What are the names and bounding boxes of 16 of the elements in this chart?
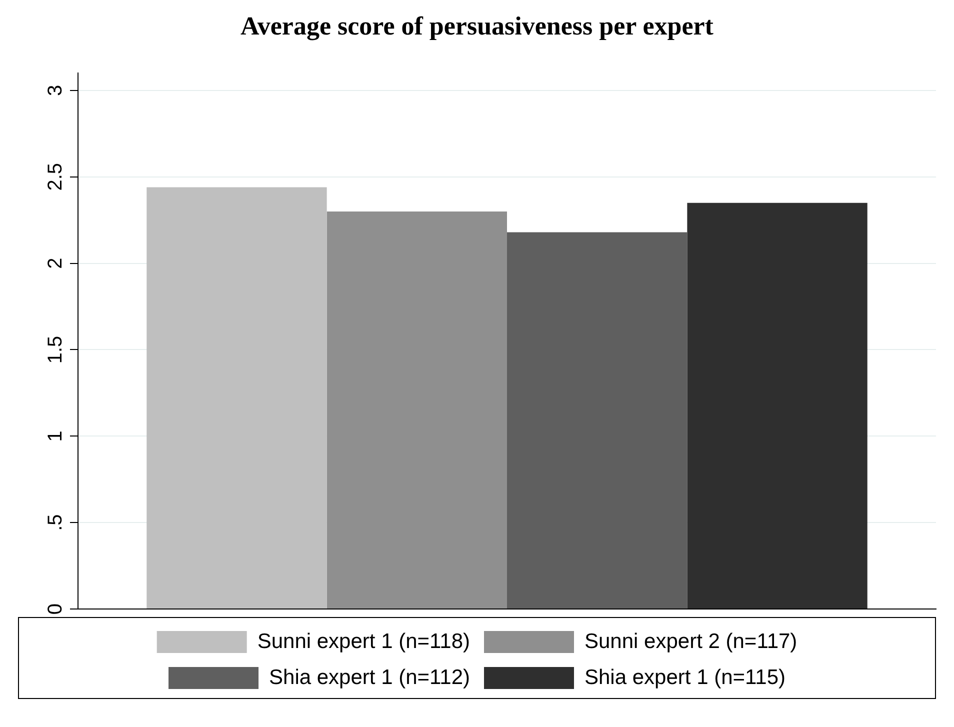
bar	[507, 232, 688, 608]
y-tick-label: 0	[44, 603, 67, 615]
legend-label: Sunni expert 1 (n=118)	[257, 630, 470, 653]
y-tick-label: 2	[44, 258, 67, 269]
bar	[326, 211, 507, 608]
legend-label: Sunni expert 2 (n=117)	[584, 630, 798, 653]
y-tick-label: 3	[44, 84, 67, 96]
bar	[146, 187, 327, 608]
legend-label: Shia expert 1 (n=115)	[584, 666, 786, 689]
y-tick-label: 2.5	[44, 162, 67, 191]
bar	[687, 202, 868, 608]
y-tick-label: 1	[44, 430, 67, 442]
legend-label: Shia expert 1 (n=112)	[269, 666, 470, 689]
chart-title: Average score of persuasiveness per expert	[240, 11, 714, 40]
y-tick-label: 1.5	[44, 336, 67, 364]
y-tick-label: .5	[44, 514, 67, 531]
